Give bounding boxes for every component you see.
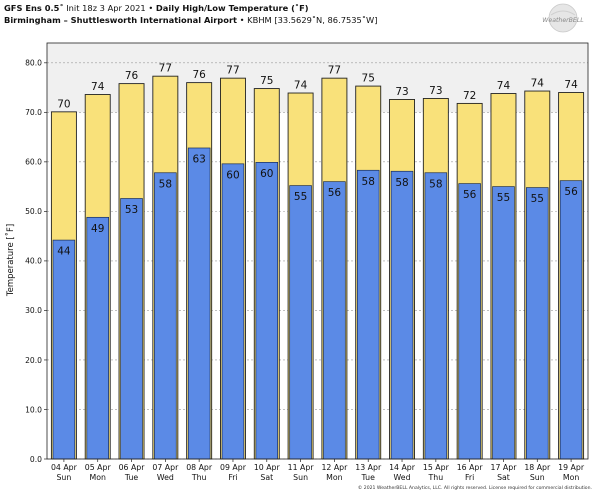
low-bar (289, 185, 312, 460)
x-tick-label-date: 05 Apr (85, 463, 112, 472)
high-value-label: 74 (564, 79, 578, 91)
high-value-label: 74 (91, 81, 105, 93)
low-bar (559, 180, 583, 460)
low-value-label: 53 (125, 204, 138, 216)
low-bar (255, 162, 279, 460)
x-tick-label-day: Wed (157, 473, 174, 482)
high-value-label: 77 (226, 65, 239, 77)
low-bar (86, 216, 109, 460)
y-tick-label: 40.0 (25, 257, 42, 266)
low-bar (458, 183, 481, 460)
x-tick-label-day: Thu (428, 473, 444, 482)
x-tick-label-date: 08 Apr (186, 463, 213, 472)
x-tick-label-day: Fri (465, 473, 474, 482)
x-tick-label-date: 07 Apr (152, 463, 179, 472)
chart-subtitle: Birmingham – Shuttlesworth International… (4, 15, 378, 25)
x-tick-label-day: Sun (530, 473, 545, 482)
x-tick-label-day: Tue (124, 473, 139, 482)
low-value-label: 56 (564, 186, 578, 198)
y-tick-label: 70.0 (25, 108, 42, 117)
low-bar (120, 198, 143, 460)
x-tick-label-date: 16 Apr (457, 463, 484, 472)
x-tick-label-day: Wed (394, 473, 411, 482)
x-tick-label-date: 18 Apr (524, 463, 551, 472)
x-tick-label-date: 15 Apr (423, 463, 450, 472)
high-value-label: 72 (463, 90, 476, 102)
low-value-label: 60 (226, 169, 239, 181)
x-tick-label-day: Mon (326, 473, 342, 482)
low-value-label: 60 (260, 168, 273, 180)
x-tick-label-date: 17 Apr (491, 463, 518, 472)
x-tick-label-day: Thu (191, 473, 207, 482)
high-value-label: 74 (294, 80, 308, 92)
x-tick-label-date: 14 Apr (389, 463, 416, 472)
y-tick-label: 30.0 (25, 306, 42, 315)
y-axis-label: Temperature [˚F] (5, 224, 16, 297)
low-value-label: 58 (395, 177, 408, 189)
low-bar (187, 147, 211, 460)
low-value-label: 49 (91, 223, 104, 235)
high-value-label: 76 (125, 70, 139, 82)
x-tick-label-day: Sun (293, 473, 308, 482)
x-tick-label-date: 10 Apr (254, 463, 281, 472)
low-value-label: 55 (497, 192, 510, 204)
high-value-label: 73 (429, 85, 442, 97)
y-tick-label: 20.0 (25, 356, 42, 365)
low-bar (390, 170, 414, 460)
y-tick-label: 10.0 (25, 405, 42, 414)
y-tick-label: 50.0 (25, 207, 42, 216)
y-tick-label: 80.0 (25, 59, 42, 68)
low-value-label: 55 (531, 193, 544, 205)
chart-title: GFS Ens 0.5˚ Init 18z 3 Apr 2021 • Daily… (4, 3, 309, 13)
high-value-label: 73 (395, 86, 408, 98)
low-bar (221, 163, 245, 460)
high-value-label: 77 (159, 63, 172, 75)
low-bar (526, 187, 549, 460)
low-bar (52, 239, 76, 460)
x-tick-label-day: Mon (89, 473, 105, 482)
x-tick-label-day: Sun (56, 473, 71, 482)
svg-text:WeatherBELL: WeatherBELL (542, 16, 584, 24)
low-value-label: 55 (294, 191, 307, 203)
high-value-label: 70 (57, 98, 70, 110)
low-bar (323, 181, 346, 460)
high-value-label: 75 (362, 73, 375, 85)
high-value-label: 75 (260, 75, 273, 87)
y-tick-label: 60.0 (25, 158, 42, 167)
y-tick-label: 0.0 (30, 455, 42, 464)
x-tick-label-date: 12 Apr (321, 463, 348, 472)
x-tick-label-date: 11 Apr (288, 463, 315, 472)
high-value-label: 74 (497, 80, 511, 92)
x-tick-label-date: 04 Apr (51, 463, 78, 472)
x-tick-label-day: Sat (497, 473, 510, 482)
copyright-notice: © 2021 WeatherBELL Analytics, LLC. All r… (357, 486, 592, 491)
low-value-label: 56 (328, 187, 342, 199)
x-tick-label-date: 13 Apr (355, 463, 382, 472)
low-bar (492, 186, 515, 460)
x-tick-label-date: 09 Apr (220, 463, 247, 472)
low-value-label: 63 (192, 153, 205, 165)
x-tick-label-date: 19 Apr (558, 463, 585, 472)
low-bar (356, 169, 380, 460)
plot-frame (46, 42, 589, 460)
x-tick-label-day: Sat (260, 473, 273, 482)
x-tick-label-day: Mon (563, 473, 579, 482)
high-value-label: 76 (192, 69, 206, 81)
x-tick-label-day: Tue (361, 473, 376, 482)
x-tick-label-day: Fri (228, 473, 237, 482)
low-value-label: 58 (362, 176, 375, 188)
low-bar (154, 172, 177, 460)
low-value-label: 58 (159, 178, 172, 190)
low-value-label: 44 (57, 246, 71, 258)
high-value-label: 77 (328, 65, 341, 77)
weatherbell-logo: WeatherBELL (542, 3, 584, 33)
x-tick-label-date: 06 Apr (119, 463, 146, 472)
high-value-label: 74 (531, 78, 545, 90)
low-value-label: 58 (429, 178, 442, 190)
low-bar (424, 172, 448, 460)
low-value-label: 56 (463, 189, 477, 201)
